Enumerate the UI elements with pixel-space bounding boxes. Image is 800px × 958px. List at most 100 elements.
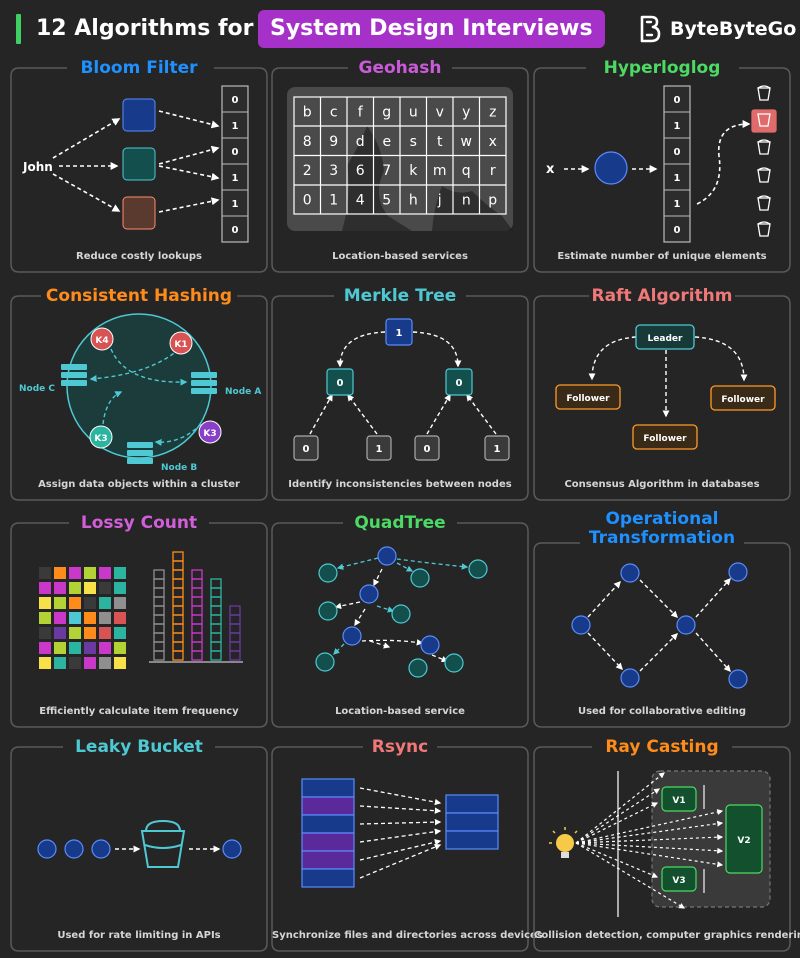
lossy-cell: [69, 627, 81, 639]
panel-title: Rsync: [371, 737, 429, 757]
lossy-cell: [99, 567, 111, 579]
geohash-diagram: b c f g u v y z 8 9 d e s t w x 2 3 6 7 k m q r 0 1 4 5 h j n p: [271, 67, 529, 273]
panel-caption: Used for collaborative editing: [577, 706, 747, 717]
bit-cell: 0: [674, 95, 681, 106]
brand-logo: ByteByteGo: [638, 14, 796, 44]
lossy-cell: [69, 567, 81, 579]
lossy-bar-segment: [191, 596, 203, 607]
lossy-bar-segment: [210, 578, 222, 589]
key-label: K4: [95, 336, 108, 346]
lossy-bar-segment: [153, 641, 165, 652]
lossy-cell: [54, 597, 66, 609]
bit-cell: 1: [674, 121, 681, 132]
panel-caption: Identify inconsistencies between nodes: [288, 479, 512, 490]
panel-bloom-filter: John 0 1 0 1 1 0 Bloom Filter Reduce cos…: [10, 58, 268, 273]
lossy-bar-segment: [191, 587, 203, 598]
geohash-cell: z: [489, 105, 496, 121]
geohash-cell: y: [462, 105, 470, 121]
lossy-bar-segment: [172, 569, 184, 580]
lossy-cell: [114, 582, 126, 594]
panel-title: Raft Algorithm: [591, 286, 733, 306]
panel-caption: Assign data objects within a cluster: [38, 479, 240, 490]
lossy-count-diagram: [10, 522, 268, 728]
geohash-cell: 3: [329, 163, 338, 179]
page-title: 12 Algorithms for: [36, 16, 254, 41]
panel-leaky-bucket: Leaky Bucket Used for rate limiting in A…: [10, 737, 268, 952]
geohash-cell: f: [358, 105, 364, 121]
key-label: K3: [203, 429, 216, 439]
bloom-input: John: [22, 160, 53, 174]
lossy-bar-segment: [229, 614, 241, 625]
geohash-cell: s: [410, 134, 417, 150]
lossy-cell: [84, 642, 96, 654]
geohash-cell: t: [437, 134, 443, 150]
lossy-cell: [39, 567, 51, 579]
lossy-cell: [114, 567, 126, 579]
lossy-bar-segment: [153, 650, 165, 661]
panel-title: Hyperloglog: [603, 58, 721, 78]
geohash-cell: 7: [382, 163, 391, 179]
geohash-cell: g: [382, 105, 391, 121]
hll-register-array: 0 1 0 1 1 0: [663, 85, 691, 243]
panel-lossy-count: Lossy Count Efficiently calculate item f…: [10, 513, 268, 728]
lossy-bar-segment: [172, 560, 184, 571]
merkle-node: 0: [337, 378, 344, 389]
geohash-cell: v: [436, 105, 444, 121]
key-label: K3: [94, 434, 107, 444]
lossy-bar-segment: [191, 650, 203, 661]
bucket-icon: [140, 819, 186, 868]
lossy-bar-segment: [229, 623, 241, 634]
panel-caption: Location-based services: [332, 251, 468, 262]
panel-title: Leaky Bucket: [75, 737, 203, 757]
lossy-cell: [84, 582, 96, 594]
lossy-cell: [99, 582, 111, 594]
lossy-cell: [39, 612, 51, 624]
bit-cell: 0: [232, 147, 239, 158]
geohash-cell: 0: [303, 192, 312, 208]
lossy-bar-segment: [210, 623, 222, 634]
lossy-bar-segment: [229, 632, 241, 643]
lossy-cell: [54, 627, 66, 639]
lossy-bar-segment: [229, 641, 241, 652]
bit-cell: 1: [674, 173, 681, 184]
geohash-cell: p: [488, 192, 497, 208]
merkle-node: 0: [456, 378, 463, 389]
panel-title: Geohash: [358, 58, 442, 78]
lossy-cell: [54, 567, 66, 579]
bit-cell: 0: [674, 147, 681, 158]
panel-title: QuadTree: [354, 513, 446, 533]
lossy-cell: [99, 642, 111, 654]
hll-input: x: [546, 162, 555, 177]
lossy-bar-segment: [172, 650, 184, 661]
lossy-bar-segment: [172, 596, 184, 607]
lossy-bar-segment: [191, 632, 203, 643]
geohash-cell: 8: [303, 134, 312, 150]
panel-title: Merkle Tree: [343, 286, 457, 306]
lossy-cell: [114, 642, 126, 654]
lossy-cell: [114, 597, 126, 609]
geohash-cell: c: [330, 105, 338, 121]
node-label: Node C: [19, 384, 55, 394]
panel-merkle-tree: 1 0 0 0 1 0 1 Merkle Tree Identify incon…: [271, 286, 529, 501]
lossy-bar-segment: [172, 551, 184, 562]
lossy-bar-segment: [210, 650, 222, 661]
panel-quadtree: QuadTree Location-based service: [271, 513, 529, 728]
panel-title: Lossy Count: [80, 513, 198, 533]
geohash-cell: 4: [356, 192, 365, 208]
lossy-bar-segment: [153, 623, 165, 634]
lossy-cell: [99, 657, 111, 669]
lossy-cell: [39, 657, 51, 669]
lossy-cell: [84, 627, 96, 639]
geohash-cell: e: [382, 134, 391, 150]
merkle-root: 1: [396, 328, 403, 339]
panel-caption: Collision detection, computer graphics r…: [534, 930, 800, 941]
hyperloglog-diagram: x 0 1 0 1 1 0: [533, 67, 791, 273]
panel-caption: Efficiently calculate item frequency: [39, 706, 239, 717]
geohash-cell: 9: [329, 134, 338, 150]
lossy-bar-segment: [172, 632, 184, 643]
merkle-tree-diagram: 1 0 0 0 1 0 1: [271, 295, 529, 501]
leaky-bucket-diagram: [10, 746, 268, 952]
lossy-cell: [54, 657, 66, 669]
panel-caption: Location-based service: [335, 706, 465, 717]
